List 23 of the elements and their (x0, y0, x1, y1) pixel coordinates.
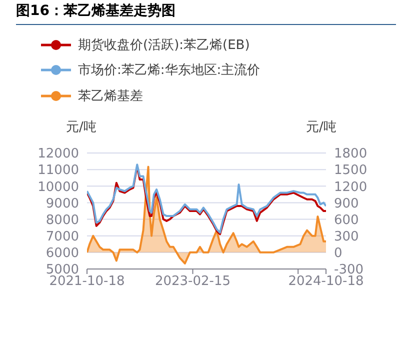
y-tick-label: 12000 (38, 146, 79, 162)
y-axis-title: 元/吨 (66, 119, 96, 136)
y2-tick-label: 1800 (334, 146, 368, 162)
y2-tick-label: 900 (334, 196, 359, 212)
x-tick-label: 2024-10-18 (288, 274, 364, 290)
y-tick-label: 7000 (46, 229, 79, 244)
y-tick-label: 9000 (46, 196, 79, 212)
y2-tick-label: 0 (334, 246, 342, 262)
x-tick-label: 2021-10-18 (49, 274, 125, 290)
y2-tick-label: 1500 (334, 163, 368, 178)
x-tick-label: 2023-02-15 (154, 274, 231, 290)
chart-title: 图16：苯乙烯基差走势图 (16, 2, 396, 25)
y2-tick-label: 600 (334, 212, 359, 228)
y2-tick-label: 1200 (334, 180, 368, 195)
y2-tick-label: 300 (334, 229, 359, 244)
legend-label: 市场价:苯乙烯:华东地区:主流价 (78, 62, 260, 80)
legend-label: 苯乙烯基差 (78, 88, 143, 105)
y-tick-label: 8000 (46, 212, 79, 228)
y-tick-label: 6000 (46, 246, 79, 262)
legend-label: 期货收盘价(活跃):苯乙烯(EB) (78, 36, 250, 54)
y-tick-label: 10000 (38, 180, 79, 195)
y2-axis-title: 元/吨 (306, 119, 336, 136)
y-tick-label: 11000 (38, 163, 79, 178)
